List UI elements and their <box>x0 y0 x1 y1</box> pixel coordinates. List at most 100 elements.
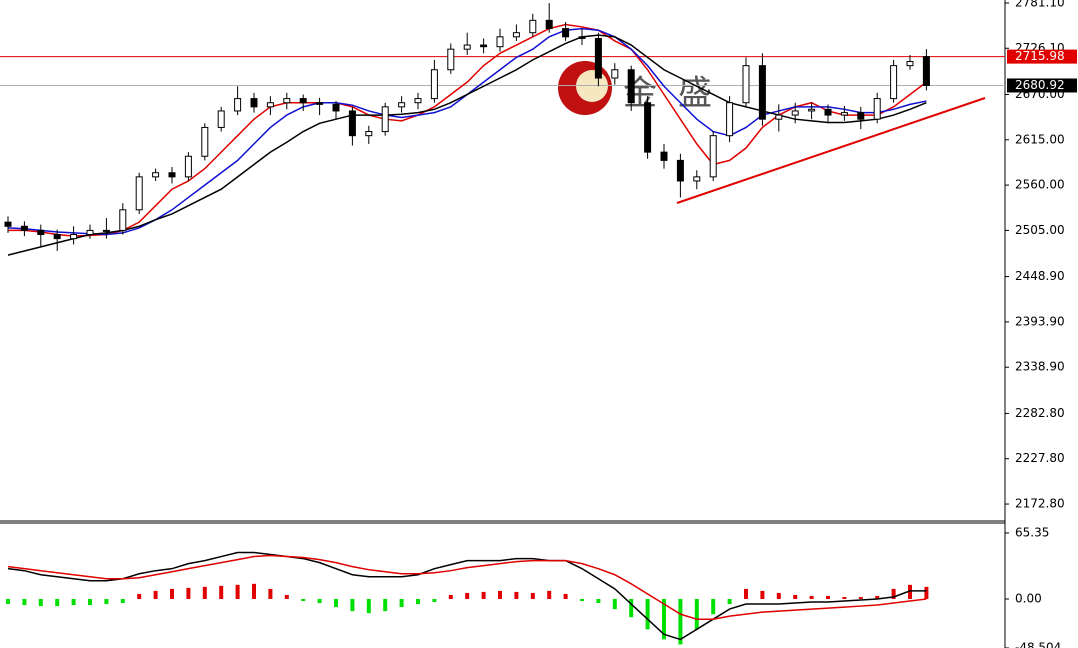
candle-body <box>299 98 307 104</box>
macd-bar <box>317 598 322 604</box>
level-label-bg <box>1007 78 1077 93</box>
macd-line <box>7 554 927 620</box>
y-tick-label: 2282.80 <box>1015 406 1065 420</box>
trend-line <box>676 97 986 204</box>
y-tick-label: 2393.90 <box>1015 314 1065 328</box>
macd-bar <box>235 584 240 599</box>
macd-bar <box>514 591 519 599</box>
macd-bar <box>875 595 880 599</box>
candle-body <box>37 229 45 236</box>
macd-bar <box>498 590 502 599</box>
macd-bar <box>334 598 338 608</box>
macd-bar <box>776 592 781 599</box>
candle-body <box>906 61 914 67</box>
ma-line <box>7 34 927 256</box>
macd-bar <box>88 598 92 606</box>
candle-body <box>266 102 274 108</box>
macd-bar <box>711 598 716 615</box>
candle-body <box>676 159 684 182</box>
candle-body <box>562 28 570 38</box>
macd-bar <box>481 591 486 599</box>
candle-body <box>545 19 553 30</box>
logo-inner <box>576 70 608 102</box>
candle-body <box>217 110 225 128</box>
macd-bar <box>809 595 814 599</box>
macd-bar <box>120 598 125 604</box>
candle-body <box>873 98 881 120</box>
candle-body <box>512 32 520 38</box>
macd-bar <box>760 590 765 599</box>
y-tick-label: 2338.90 <box>1015 360 1065 374</box>
macd-bar <box>924 586 929 599</box>
macd-bar <box>727 598 732 605</box>
candle-body <box>398 102 406 108</box>
macd-bar <box>350 598 355 612</box>
macd-bar <box>252 583 256 599</box>
candle-body <box>627 69 635 104</box>
candle-body <box>4 221 12 227</box>
candle-body <box>791 110 799 116</box>
candle-body <box>857 112 865 120</box>
y-tick-label: 2615.00 <box>1015 132 1065 146</box>
candle-body <box>430 69 438 100</box>
candle-body <box>348 110 356 137</box>
candle-body <box>758 65 766 120</box>
candle-body <box>20 225 28 231</box>
macd-bar <box>908 584 912 599</box>
macd-bar <box>612 598 617 610</box>
candle-body <box>693 176 701 182</box>
macd-bar <box>202 586 207 599</box>
candle-body <box>578 36 586 39</box>
macd-bar <box>596 598 601 604</box>
candle-body <box>152 172 160 178</box>
macd-bar <box>662 598 666 640</box>
macd-bar <box>858 596 863 599</box>
macd-bar <box>530 592 535 599</box>
candle-body <box>644 102 652 153</box>
macd-bar <box>793 594 798 599</box>
macd-bar <box>694 598 699 630</box>
macd-line <box>7 551 927 641</box>
candle-body <box>184 155 192 178</box>
macd-bar <box>38 598 43 607</box>
candle-body <box>840 112 848 116</box>
macd-bar <box>170 588 174 599</box>
macd-bar <box>842 596 847 599</box>
macd-tick-label: 0.00 <box>1015 591 1042 605</box>
macd-bar <box>104 598 109 605</box>
macd-bar <box>22 598 27 606</box>
candle-body <box>824 108 832 116</box>
candle-body <box>250 98 258 108</box>
candle-body <box>775 114 783 120</box>
macd-bar <box>629 598 634 618</box>
candle-body <box>447 48 455 71</box>
candle-body <box>808 108 816 112</box>
macd-bar <box>137 593 142 599</box>
macd-bar <box>416 598 420 605</box>
level-label-bg <box>1007 49 1077 64</box>
candle-body <box>283 98 291 104</box>
ma-line <box>7 27 927 236</box>
candle-body <box>119 209 127 231</box>
y-tick-label: 2505.00 <box>1015 223 1065 237</box>
macd-bar <box>399 598 404 608</box>
macd-bar <box>186 587 191 599</box>
candle-body <box>611 69 619 79</box>
y-tick-label: 2172.80 <box>1015 497 1065 511</box>
macd-bar <box>284 594 289 599</box>
macd-bar <box>645 598 650 630</box>
level-label: 2680.92 <box>1015 78 1065 92</box>
macd-bar <box>678 598 683 645</box>
macd-bar <box>301 598 306 602</box>
macd-tick-label: -48.504 <box>1015 641 1061 648</box>
candle-body <box>332 103 340 112</box>
candle-body <box>660 151 668 161</box>
candle-body <box>53 234 61 240</box>
macd-bar <box>891 588 896 599</box>
candle-body <box>414 98 422 104</box>
y-tick-label: 2781.10 <box>1015 0 1065 9</box>
candle-body <box>168 172 176 178</box>
ma-line <box>8 23 927 237</box>
y-tick-label: 2448.90 <box>1015 269 1065 283</box>
